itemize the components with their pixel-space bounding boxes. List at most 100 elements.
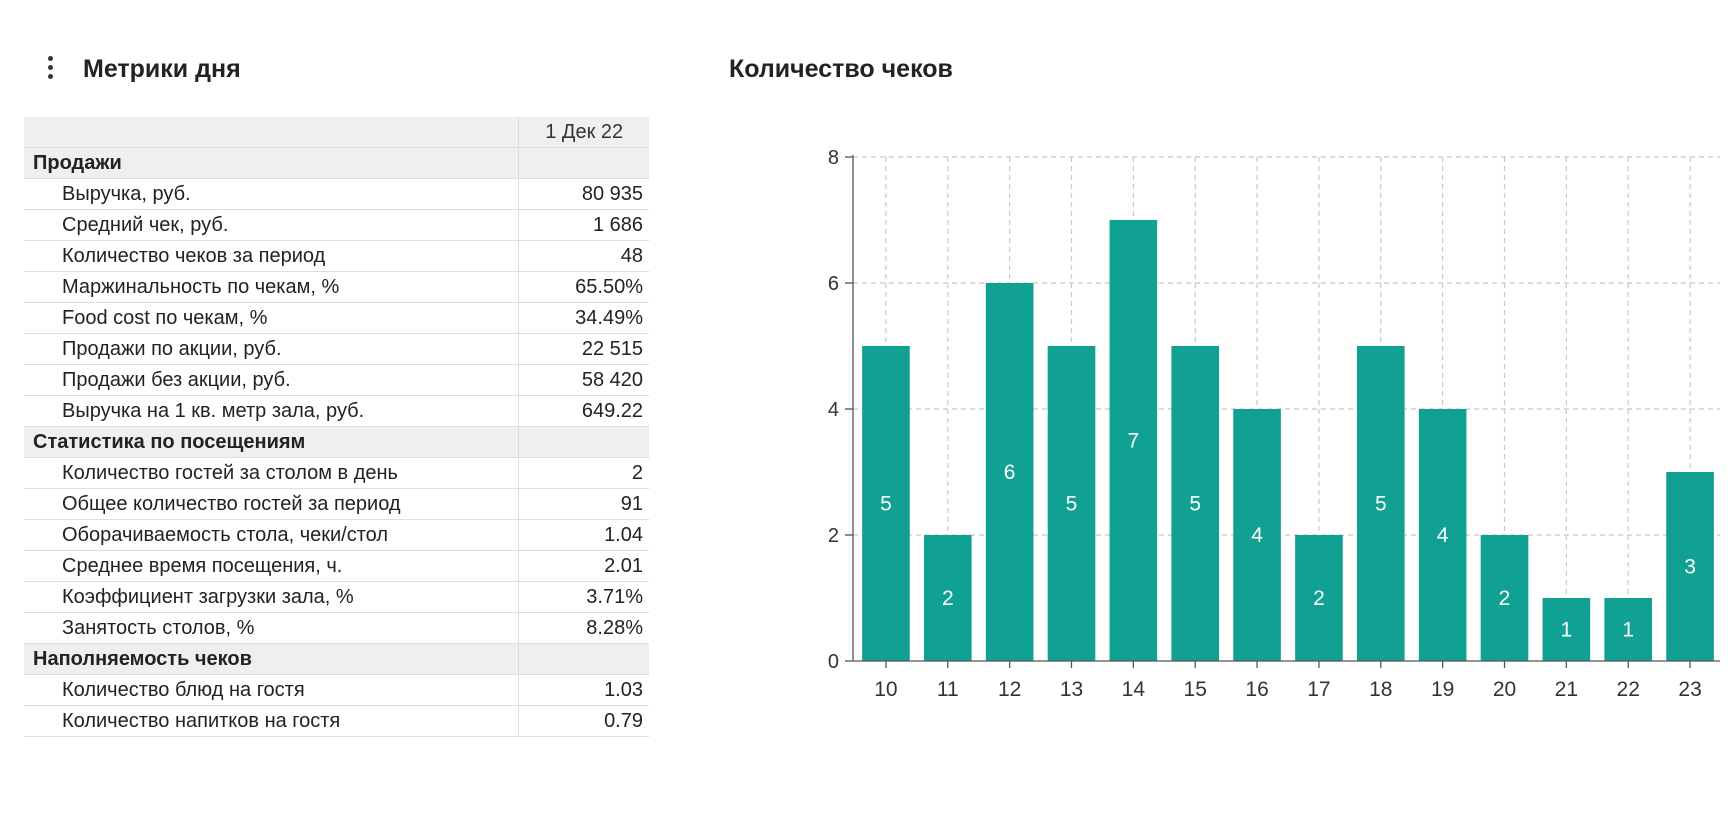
table-row: Выручка на 1 кв. метр зала, руб. 649.22 xyxy=(24,395,649,427)
section-title: Продажи xyxy=(24,147,520,179)
table-row: Оборачиваемость стола, чеки/стол 1.04 xyxy=(24,519,649,551)
bar xyxy=(1171,346,1220,661)
metric-label: Коэффициент загрузки зала, % xyxy=(24,581,520,613)
x-tick-label: 17 xyxy=(1307,678,1330,701)
x-tick-label: 19 xyxy=(1431,678,1454,701)
metric-label: Количество блюд на гостя xyxy=(24,674,520,706)
bar-value-label: 1 xyxy=(1561,619,1573,642)
table-row: Продажи по акции, руб. 22 515 xyxy=(24,333,649,365)
table-row: Food cost по чекам, % 34.49% xyxy=(24,302,649,334)
bar xyxy=(862,346,910,661)
metrics-title: Метрики дня xyxy=(83,55,241,83)
metric-value: 91 xyxy=(518,488,649,520)
bar xyxy=(1418,409,1467,661)
table-row: Среднее время посещения, ч. 2.01 xyxy=(24,550,649,582)
metric-value: 8.28% xyxy=(518,612,649,644)
metric-label: Food cost по чекам, % xyxy=(24,302,520,334)
metric-label: Среднее время посещения, ч. xyxy=(24,550,520,582)
metric-value: 3.71% xyxy=(518,581,649,613)
bar-value-label: 3 xyxy=(1684,556,1696,579)
section-empty-cell xyxy=(518,643,649,675)
metric-label: Количество напитков на гостя xyxy=(24,705,520,737)
metric-label: Количество чеков за период xyxy=(24,240,520,272)
metric-value: 0.79 xyxy=(518,705,649,737)
section-header-row: Наполняемость чеков xyxy=(24,643,649,675)
metric-value: 1 686 xyxy=(518,209,649,241)
metric-label: Продажи по акции, руб. xyxy=(24,333,520,365)
x-tick-label: 13 xyxy=(1060,678,1083,701)
bar xyxy=(1356,346,1405,661)
metric-value: 1.03 xyxy=(518,674,649,706)
metric-label: Выручка, руб. xyxy=(24,178,520,210)
section-empty-cell xyxy=(518,426,649,458)
table-header-row: 1 Дек 22 xyxy=(24,117,649,148)
metric-label: Маржинальность по чекам, % xyxy=(24,271,520,303)
bar-value-label: 4 xyxy=(1251,524,1263,547)
bar xyxy=(985,283,1034,661)
bar-value-label: 2 xyxy=(1499,587,1511,610)
table-row: Количество гостей за столом в день 2 xyxy=(24,457,649,489)
table-row: Количество чеков за период 48 xyxy=(24,240,649,272)
table-row: Продажи без акции, руб. 58 420 xyxy=(24,364,649,396)
section-title: Статистика по посещениям xyxy=(24,426,520,458)
bar-value-label: 2 xyxy=(942,587,954,610)
bar-value-label: 4 xyxy=(1437,524,1449,547)
bar-value-label: 5 xyxy=(1189,493,1201,516)
bar-value-label: 2 xyxy=(1313,587,1325,610)
x-tick-label: 14 xyxy=(1122,678,1146,701)
metric-label: Общее количество гостей за период xyxy=(24,488,520,520)
x-tick-label: 15 xyxy=(1184,678,1207,701)
metric-value: 1.04 xyxy=(518,519,649,551)
table-row: Количество напитков на гостя 0.79 xyxy=(24,705,649,737)
x-tick-label: 22 xyxy=(1617,678,1640,701)
metric-label: Выручка на 1 кв. метр зала, руб. xyxy=(24,395,520,427)
metric-value: 2.01 xyxy=(518,550,649,582)
bar-value-label: 1 xyxy=(1622,619,1634,642)
receipts-bar-chart: 0246851021161251371451541621751841922012… xyxy=(828,147,1720,701)
metric-value: 2 xyxy=(518,457,649,489)
bar xyxy=(1109,220,1158,661)
table-row: Средний чек, руб. 1 686 xyxy=(24,209,649,241)
table-row: Коэффициент загрузки зала, % 3.71% xyxy=(24,581,649,613)
bar-value-label: 5 xyxy=(880,493,892,516)
date-column-header: 1 Дек 22 xyxy=(518,117,649,148)
metric-label: Занятость столов, % xyxy=(24,612,520,644)
metric-value: 58 420 xyxy=(518,364,649,396)
header-empty-cell xyxy=(24,117,520,148)
metric-value: 22 515 xyxy=(518,333,649,365)
metric-value: 649.22 xyxy=(518,395,649,427)
section-header-row: Продажи xyxy=(24,147,649,179)
x-tick-label: 23 xyxy=(1678,678,1701,701)
y-tick-label: 6 xyxy=(828,273,839,295)
x-tick-label: 18 xyxy=(1369,678,1392,701)
metrics-panel: Метрики дня 1 Дек 22 Продажи Выручка, руб… xyxy=(0,0,680,840)
metrics-table: 1 Дек 22 Продажи Выручка, руб. 80 935 Средн… xyxy=(24,117,649,737)
bar-value-label: 5 xyxy=(1375,493,1387,516)
table-row: Маржинальность по чекам, % 65.50% xyxy=(24,271,649,303)
table-row: Занятость столов, % 8.28% xyxy=(24,612,649,644)
bar xyxy=(1480,535,1529,661)
x-tick-label: 20 xyxy=(1493,678,1516,701)
metric-value: 34.49% xyxy=(518,302,649,334)
table-row: Выручка, руб. 80 935 xyxy=(24,178,649,210)
table-row: Общее количество гостей за период 91 xyxy=(24,488,649,520)
metric-value: 65.50% xyxy=(518,271,649,303)
x-tick-label: 16 xyxy=(1245,678,1268,701)
y-tick-label: 4 xyxy=(828,399,839,421)
bar-value-label: 5 xyxy=(1066,493,1078,516)
metric-label: Продажи без акции, руб. xyxy=(24,364,520,396)
more-options-icon[interactable] xyxy=(44,56,56,86)
bar-value-label: 6 xyxy=(1004,461,1016,484)
section-title: Наполняемость чеков xyxy=(24,643,520,675)
metric-label: Количество гостей за столом в день xyxy=(24,457,520,489)
chart-title: Количество чеков xyxy=(729,55,953,83)
x-tick-label: 21 xyxy=(1555,678,1578,701)
metric-value: 48 xyxy=(518,240,649,272)
bar xyxy=(1542,598,1591,661)
y-tick-label: 8 xyxy=(828,147,839,169)
metric-value: 80 935 xyxy=(518,178,649,210)
bar xyxy=(1295,535,1343,661)
metric-label: Средний чек, руб. xyxy=(24,209,520,241)
section-header-row: Статистика по посещениям xyxy=(24,426,649,458)
